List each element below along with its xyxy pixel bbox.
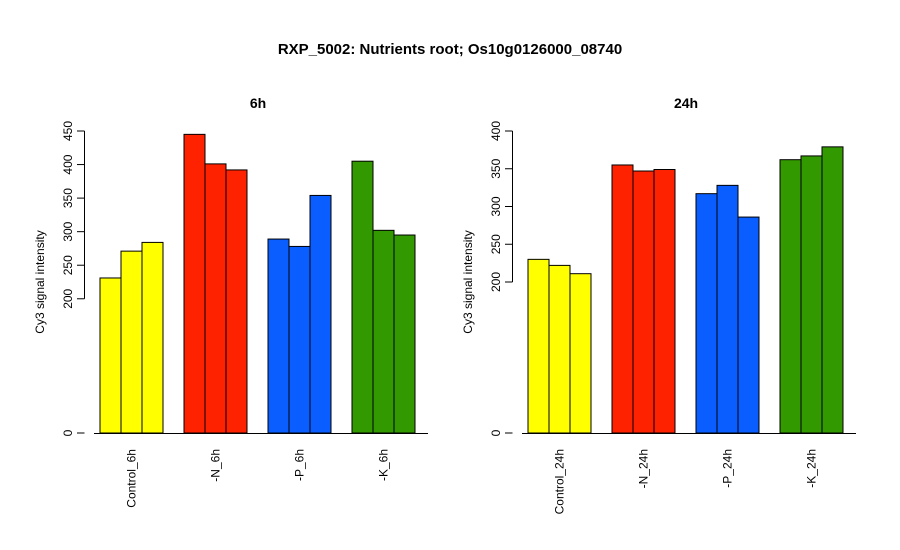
y-tick-label: 200: [489, 272, 503, 292]
bar: [800, 155, 823, 434]
bar: [204, 163, 227, 434]
bar: [821, 146, 844, 434]
bar: [288, 245, 311, 434]
y-tick-label: 450: [61, 121, 75, 141]
bar: [141, 241, 164, 434]
y-axis-title: Cy3 signal intensity: [33, 230, 47, 333]
bar: [351, 160, 374, 434]
bar: [548, 264, 571, 434]
bar: [309, 194, 332, 434]
bar: [527, 258, 550, 434]
bar: [737, 216, 760, 434]
y-tick-label: 200: [61, 288, 75, 308]
y-tick-label: 0: [489, 429, 503, 436]
bar: [695, 193, 718, 434]
y-tick-label: 0: [61, 429, 75, 436]
y-tick-label: 300: [61, 221, 75, 241]
bar: [653, 169, 676, 434]
y-tick-label: 400: [61, 154, 75, 174]
panel-title: 24h: [674, 95, 698, 111]
x-tick-label: -P_24h: [721, 449, 735, 488]
bar: [716, 184, 739, 434]
chart-panel-24h: 24h Cy3 signal intensity Control_24h -N_2…: [461, 95, 856, 514]
bar: [632, 170, 655, 434]
y-tick-label: 350: [61, 188, 75, 208]
y-tick-label: 300: [489, 196, 503, 216]
bar: [267, 238, 290, 434]
x-tick-label: Control_24h: [553, 449, 567, 514]
y-tick-label: 400: [489, 121, 503, 141]
y-tick-label: 250: [489, 234, 503, 254]
bar: [99, 277, 122, 434]
bar: [183, 133, 206, 434]
y-tick-label: 250: [61, 255, 75, 275]
figure-title: RXP_5002: Nutrients root; Os10g0126000_0…: [278, 41, 622, 58]
bar: [372, 229, 395, 434]
x-tick-label: Control_6h: [125, 449, 139, 508]
bar: [393, 234, 416, 434]
chart-panel-6h: 6h Cy3 signal intensity Control_6h -N_6h -…: [33, 95, 428, 508]
bar: [569, 273, 592, 434]
x-tick-label: -N_24h: [637, 449, 651, 488]
y-axis-title: Cy3 signal intensity: [461, 230, 475, 333]
x-tick-label: -P_6h: [293, 449, 307, 481]
y-tick-label: 350: [489, 158, 503, 178]
bar: [779, 159, 802, 434]
x-tick-label: -N_6h: [209, 449, 223, 482]
x-tick-label: -K_24h: [805, 449, 819, 488]
bar: [611, 164, 634, 434]
bar: [225, 169, 248, 434]
x-tick-label: -K_6h: [377, 449, 391, 481]
bar: [120, 250, 143, 434]
panel-title: 6h: [250, 95, 266, 111]
